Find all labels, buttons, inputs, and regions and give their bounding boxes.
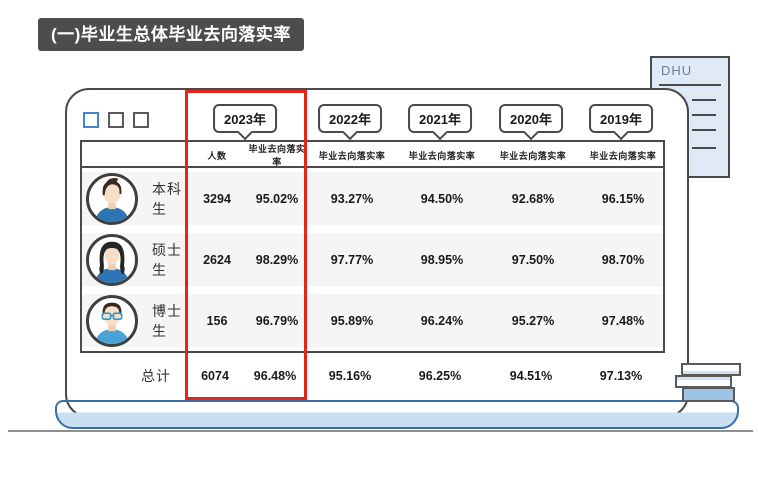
notepad-label: DHU <box>661 63 693 78</box>
rate-2022: 95.89% <box>330 313 374 328</box>
rate-2022: 97.77% <box>330 252 374 267</box>
rate-2023: 95.02% <box>255 191 299 206</box>
rate-2019: 96.15% <box>601 191 645 206</box>
employment-table: 人数 毕业去向落实率 毕业去向落实率 毕业去向落实率 毕业去向落实率 毕业去向落… <box>80 140 665 353</box>
table-row-total: 总计 6074 96.48% 95.16% 96.25% 94.51% 97.1… <box>80 356 665 396</box>
year-badge-2019: 2019年 <box>589 104 653 133</box>
rate-2023: 96.79% <box>255 313 299 328</box>
rate-2020: 92.68% <box>511 191 555 206</box>
window-square-icon <box>83 112 99 128</box>
male-doctor-avatar-icon <box>86 294 138 347</box>
row-label: 硕士生 <box>152 241 182 278</box>
row-label: 博士生 <box>152 302 182 339</box>
row-label-cell: 硕士生 <box>82 233 187 286</box>
row-label-cell: 博士生 <box>82 294 187 347</box>
female-student-avatar-icon <box>86 233 138 286</box>
table-row-doctor: 博士生 156 96.79% 95.89% 96.24% 95.27% 97.4… <box>82 290 663 351</box>
header-rate-2021: 毕业去向落实率 <box>408 150 476 161</box>
header-rate-2019: 毕业去向落实率 <box>589 150 657 161</box>
rate-2019: 98.70% <box>601 252 645 267</box>
year-badge-2021: 2021年 <box>408 104 472 133</box>
rate-2021: 98.95% <box>420 252 464 267</box>
total-rate-2020: 94.51% <box>509 369 553 383</box>
total-rate-2022: 95.16% <box>328 369 372 383</box>
laptop-base <box>55 400 739 429</box>
header-count: 人数 <box>207 150 227 161</box>
rate-2022: 93.27% <box>330 191 374 206</box>
year-badge-2022: 2022年 <box>318 104 382 133</box>
header-rate-2023: 毕业去向落实率 <box>248 144 306 167</box>
row-label: 本科生 <box>152 180 182 217</box>
count-2023: 156 <box>206 313 228 328</box>
male-student-avatar-icon <box>86 172 138 225</box>
header-rate-2020: 毕业去向落实率 <box>499 150 567 161</box>
table-row-undergraduate: 本科生 3294 95.02% 93.27% 94.50% 92.68% 96.… <box>82 168 663 229</box>
notepad-rule <box>692 114 716 116</box>
rate-2023: 98.29% <box>255 252 299 267</box>
count-2023: 3294 <box>203 191 231 206</box>
rate-2020: 97.50% <box>511 252 555 267</box>
total-rate-2023: 96.48% <box>253 369 297 383</box>
rate-2020: 95.27% <box>511 313 555 328</box>
window-square-icon <box>133 112 149 128</box>
count-2023: 2624 <box>203 252 231 267</box>
book <box>682 387 735 402</box>
notepad-rule <box>692 147 716 149</box>
year-badge-2020: 2020年 <box>499 104 563 133</box>
row-stripe <box>82 233 663 286</box>
total-rate-2021: 96.25% <box>418 369 462 383</box>
total-rate-2019: 97.13% <box>599 369 643 383</box>
row-stripe <box>82 172 663 225</box>
row-stripe <box>82 294 663 347</box>
notepad-rule <box>659 84 721 86</box>
rate-2021: 94.50% <box>420 191 464 206</box>
notepad-rule <box>692 99 716 101</box>
table-row-master: 硕士生 2624 98.29% 97.77% 98.95% 97.50% 98.… <box>82 229 663 290</box>
notepad-rule <box>692 129 716 131</box>
total-label: 总计 <box>141 368 171 384</box>
table-header-row: 人数 毕业去向落实率 毕业去向落实率 毕业去向落实率 毕业去向落实率 毕业去向落… <box>82 142 663 168</box>
rate-2021: 96.24% <box>420 313 464 328</box>
rate-2019: 97.48% <box>601 313 645 328</box>
row-label-cell: 本科生 <box>82 172 187 225</box>
section-title: (一)毕业生总体毕业去向落实率 <box>38 18 304 51</box>
window-square-icon <box>108 112 124 128</box>
desk-line <box>8 430 753 432</box>
header-rate-2022: 毕业去向落实率 <box>318 150 386 161</box>
year-badge-2023: 2023年 <box>213 104 277 133</box>
total-count-2023: 6074 <box>201 369 229 383</box>
